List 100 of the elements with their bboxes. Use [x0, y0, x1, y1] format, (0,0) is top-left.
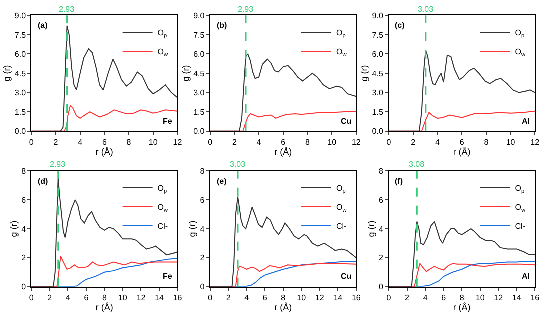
legend-label: O$_{w}$: [515, 48, 526, 58]
x-tick-label: 10: [297, 293, 307, 302]
x-tick-label: 2: [48, 293, 53, 302]
x-tick-label: 8: [126, 138, 132, 147]
legend-label: O$_{p}$: [158, 28, 168, 40]
annotation: (d): [38, 177, 49, 186]
x-tick-label: 2: [411, 138, 416, 147]
ref-line-label: 3.08: [409, 160, 426, 169]
legend-label: Cl-: [158, 222, 168, 232]
y-tick-label: 0.0: [194, 127, 206, 136]
x-axis-title: r (Å): [96, 146, 114, 157]
x-tick-label: 12: [494, 293, 504, 302]
x-tick-label: 6: [281, 138, 286, 147]
ref-line-label: 3.03: [418, 5, 434, 14]
x-tick-label: 16: [530, 293, 540, 302]
y-tick-label: 8: [378, 166, 384, 176]
legend-label: O$_{w}$: [158, 203, 170, 214]
y-tick-label: 0: [200, 282, 206, 292]
x-tick-label: 10: [476, 293, 486, 302]
y-tick-label: 7.5: [372, 30, 384, 40]
y-tick-label: 1.5: [14, 108, 27, 117]
y-axis-title: g (r): [188, 220, 198, 238]
x-tick-label: 6: [102, 138, 108, 147]
y-tick-label: 2: [378, 254, 384, 263]
y-tick-label: 8: [200, 166, 206, 176]
y-tick-label: 9.0: [372, 11, 384, 20]
y-tick-label: 8: [22, 166, 27, 176]
y-tick-label: 4.5: [372, 69, 384, 78]
x-tick-label: 16: [173, 293, 183, 302]
annotation: Cu: [341, 272, 352, 281]
legend-label: O$_{w}$: [336, 48, 348, 58]
x-tick-label: 6: [84, 293, 90, 302]
x-tick-label: 8: [460, 293, 465, 302]
y-tick-label: 4.5: [14, 69, 27, 78]
x-tick-label: 4: [244, 293, 250, 302]
annotation: (a): [38, 21, 48, 30]
y-tick-label: 6.0: [14, 50, 27, 60]
legend-label: O$_{w}$: [515, 203, 526, 214]
x-tick-label: 12: [136, 293, 146, 302]
ref-line-label: 2.93: [59, 5, 76, 14]
legend-label: O$_{p}$: [515, 184, 525, 195]
y-tick-label: 0: [22, 282, 27, 292]
x-axis-title: r (Å): [96, 302, 114, 312]
y-tick-label: 4.5: [194, 69, 206, 78]
x-tick-label: 10: [328, 138, 338, 147]
y-tick-label: 6: [22, 196, 27, 205]
y-tick-label: 4: [22, 224, 27, 234]
x-tick-label: 0: [386, 293, 392, 302]
x-tick-label: 12: [352, 138, 362, 147]
x-tick-label: 6: [442, 293, 447, 302]
annotation: (f): [395, 177, 404, 186]
x-axis-title: r (Å): [274, 302, 292, 312]
x-tick-label: 2: [226, 293, 232, 302]
x-tick-label: 12: [173, 138, 183, 147]
y-tick-label: 0.0: [372, 127, 384, 136]
legend-label: O$_{p}$: [336, 184, 346, 195]
x-tick-label: 6: [460, 138, 465, 147]
y-axis-title: g (r): [8, 220, 19, 238]
x-tick-label: 0: [208, 138, 214, 147]
annotation: (c): [395, 21, 406, 30]
x-tick-label: 14: [155, 293, 164, 302]
x-axis-title: r (Å): [453, 146, 471, 157]
y-tick-label: 3.0: [14, 88, 27, 98]
y-axis-title: g (r): [366, 220, 376, 238]
x-tick-label: 10: [148, 138, 158, 147]
x-tick-label: 0: [29, 138, 34, 147]
y-axis-title: g (r): [180, 65, 191, 82]
x-tick-label: 6: [262, 293, 268, 302]
y-tick-label: 7.5: [194, 30, 206, 40]
y-axis-title: g (r): [360, 65, 370, 82]
y-tick-label: 0: [378, 282, 384, 292]
y-tick-label: 1.5: [372, 108, 384, 117]
y-tick-label: 2: [22, 254, 27, 263]
y-tick-label: 6.0: [372, 50, 384, 60]
x-tick-label: 4: [423, 293, 428, 302]
y-tick-label: 4: [378, 224, 384, 234]
x-tick-label: 4: [256, 138, 262, 147]
y-tick-label: 9.0: [14, 11, 27, 20]
x-tick-label: 12: [315, 293, 325, 302]
legend-label: O$_{p}$: [336, 28, 346, 40]
legend-label: O$_{w}$: [158, 48, 170, 58]
x-tick-label: 0: [386, 138, 392, 147]
x-tick-label: 8: [306, 138, 310, 147]
y-tick-label: 1.5: [194, 108, 206, 117]
x-tick-label: 12: [530, 138, 540, 147]
annotation: Cu: [341, 117, 352, 126]
x-tick-label: 8: [102, 293, 108, 302]
x-tick-label: 8: [484, 138, 490, 147]
y-tick-label: 3.0: [372, 88, 384, 98]
x-tick-label: 8: [281, 293, 286, 302]
x-axis-title: r (Å): [274, 146, 292, 157]
y-tick-label: 9.0: [194, 11, 206, 20]
legend-label: Cl-: [515, 222, 526, 232]
x-tick-label: 2: [54, 138, 59, 147]
annotation: Fe: [163, 117, 173, 126]
y-tick-label: 6: [378, 196, 384, 205]
y-tick-label: 0.0: [14, 127, 27, 136]
x-tick-label: 4: [66, 293, 71, 302]
y-tick-label: 6.0: [194, 50, 206, 60]
legend-label: O$_{w}$: [336, 203, 348, 214]
